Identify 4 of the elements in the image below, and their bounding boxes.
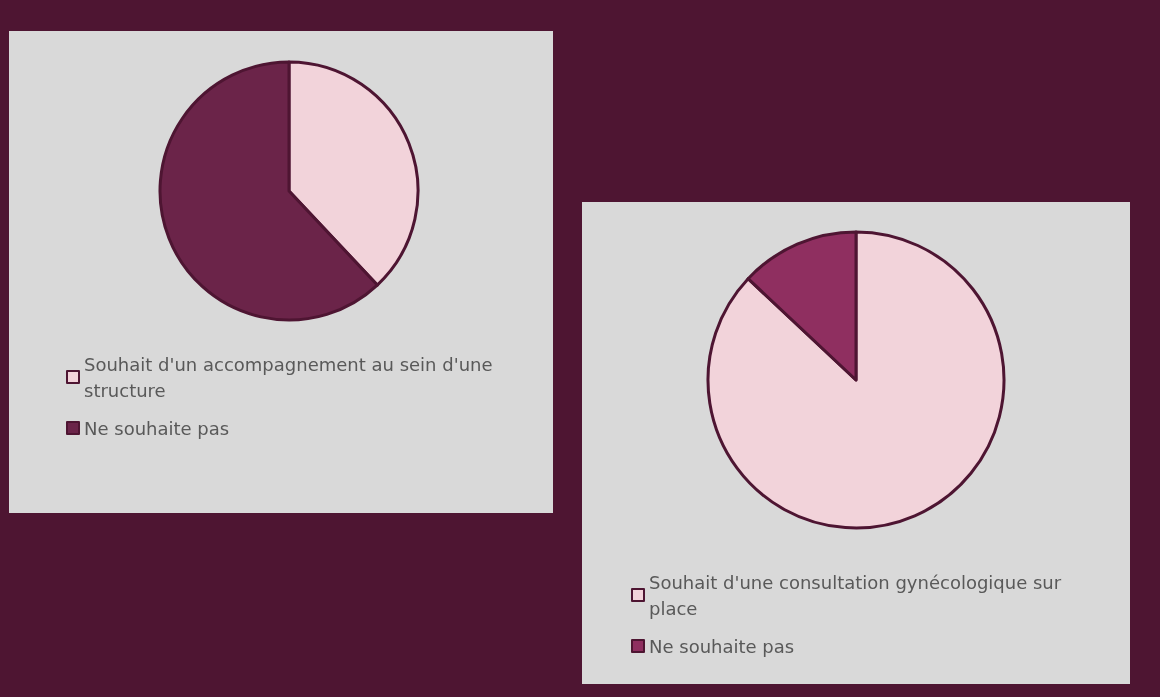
legend-label: Ne souhaite pas	[84, 417, 230, 439]
legend-label: Ne souhaite pas	[649, 635, 795, 657]
legend-label: Souhait d'un accompagnement au sein d'une structure	[84, 353, 499, 401]
legend-label: Souhait d'une consultation gynécologique sur place	[649, 571, 1067, 619]
